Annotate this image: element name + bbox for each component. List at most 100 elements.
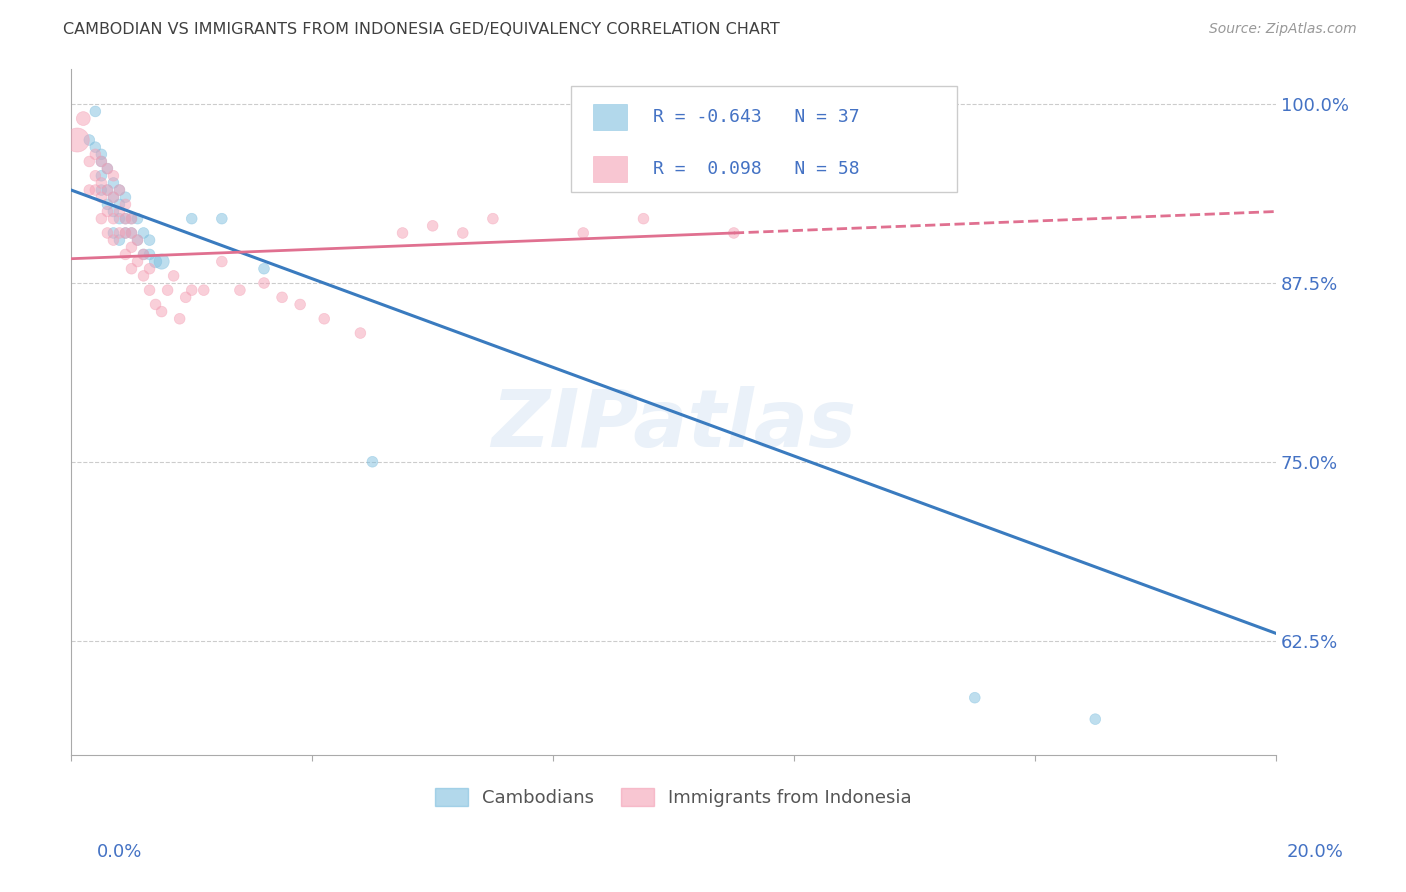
Point xyxy=(163,268,186,283)
Point xyxy=(90,169,112,183)
Point xyxy=(271,290,294,304)
Text: Source: ZipAtlas.com: Source: ZipAtlas.com xyxy=(1209,22,1357,37)
Point xyxy=(66,133,89,147)
Point xyxy=(193,283,215,297)
Point xyxy=(79,183,101,197)
Point xyxy=(121,261,143,276)
Point xyxy=(90,176,112,190)
Point xyxy=(288,297,311,311)
Text: 20.0%: 20.0% xyxy=(1286,843,1343,861)
Point xyxy=(114,190,136,204)
Point xyxy=(1084,712,1107,726)
Point xyxy=(422,219,444,233)
Point xyxy=(103,211,125,226)
Point xyxy=(103,233,125,247)
Point xyxy=(723,226,745,240)
Point xyxy=(103,190,125,204)
Point xyxy=(145,254,167,268)
Point xyxy=(391,226,413,240)
Point xyxy=(138,247,160,261)
Point xyxy=(90,147,112,161)
Point xyxy=(121,211,143,226)
Point xyxy=(349,326,371,340)
Point xyxy=(96,183,118,197)
Point xyxy=(127,233,149,247)
FancyBboxPatch shape xyxy=(571,86,956,192)
Point xyxy=(96,204,118,219)
Point xyxy=(90,154,112,169)
Text: R =  0.098   N = 58: R = 0.098 N = 58 xyxy=(654,160,859,178)
Point xyxy=(103,226,125,240)
Point xyxy=(84,147,107,161)
Point xyxy=(150,254,173,268)
Point xyxy=(90,154,112,169)
Point xyxy=(150,304,173,318)
Point xyxy=(145,297,167,311)
Point xyxy=(114,197,136,211)
Point xyxy=(169,311,191,326)
Point xyxy=(156,283,179,297)
Point xyxy=(108,183,131,197)
Point xyxy=(132,247,155,261)
Point xyxy=(572,226,595,240)
Point xyxy=(211,254,233,268)
Point xyxy=(132,268,155,283)
Bar xyxy=(593,156,627,182)
Point xyxy=(84,104,107,119)
Point xyxy=(451,226,474,240)
Point xyxy=(127,254,149,268)
Point xyxy=(103,176,125,190)
Point xyxy=(127,233,149,247)
Point xyxy=(114,211,136,226)
Point xyxy=(96,161,118,176)
Point xyxy=(108,183,131,197)
Point xyxy=(121,226,143,240)
Point xyxy=(229,283,252,297)
Point xyxy=(253,276,276,290)
Point xyxy=(84,183,107,197)
Point xyxy=(211,211,233,226)
Point xyxy=(180,283,202,297)
Point xyxy=(96,226,118,240)
Point xyxy=(90,183,112,197)
Point xyxy=(114,247,136,261)
Point xyxy=(174,290,197,304)
Point xyxy=(114,211,136,226)
Point xyxy=(121,226,143,240)
Point xyxy=(314,311,336,326)
Text: 0.0%: 0.0% xyxy=(97,843,142,861)
Point xyxy=(96,183,118,197)
Point xyxy=(132,226,155,240)
Point xyxy=(361,455,384,469)
Point xyxy=(108,197,131,211)
Point xyxy=(114,226,136,240)
Point xyxy=(79,133,101,147)
Point xyxy=(84,140,107,154)
Point xyxy=(108,233,131,247)
Point xyxy=(132,247,155,261)
Point xyxy=(114,226,136,240)
Point xyxy=(127,211,149,226)
Point xyxy=(103,169,125,183)
Point xyxy=(72,112,94,126)
Legend: Cambodians, Immigrants from Indonesia: Cambodians, Immigrants from Indonesia xyxy=(427,781,920,814)
Point xyxy=(108,204,131,219)
Point xyxy=(90,190,112,204)
Text: ZIPatlas: ZIPatlas xyxy=(491,386,856,465)
Point xyxy=(253,261,276,276)
Point xyxy=(121,240,143,254)
Text: R = -0.643   N = 37: R = -0.643 N = 37 xyxy=(654,109,859,127)
Point xyxy=(121,211,143,226)
Text: CAMBODIAN VS IMMIGRANTS FROM INDONESIA GED/EQUIVALENCY CORRELATION CHART: CAMBODIAN VS IMMIGRANTS FROM INDONESIA G… xyxy=(63,22,780,37)
Point xyxy=(180,211,202,226)
Point xyxy=(138,261,160,276)
Point xyxy=(108,226,131,240)
Point xyxy=(84,169,107,183)
Point xyxy=(633,211,655,226)
Point xyxy=(96,161,118,176)
Bar xyxy=(593,104,627,130)
Point xyxy=(138,233,160,247)
Point xyxy=(103,204,125,219)
Point xyxy=(79,154,101,169)
Point xyxy=(138,283,160,297)
